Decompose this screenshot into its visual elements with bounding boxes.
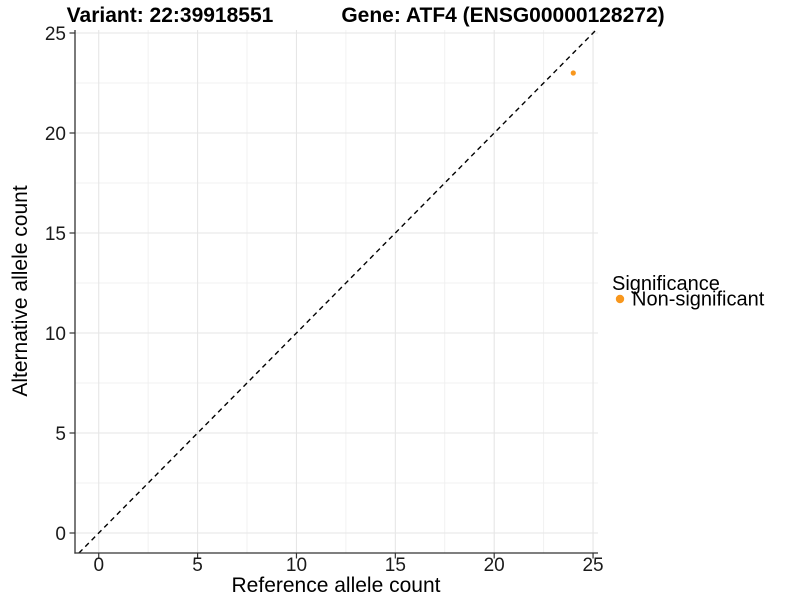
variant-title: Variant: 22:39918551 <box>67 4 274 27</box>
data-point <box>570 70 576 76</box>
x-axis-label: Reference allele count <box>232 574 441 597</box>
y-tick-label: 5 <box>55 424 66 445</box>
y-tick-label: 0 <box>55 524 66 545</box>
y-tick-label: 15 <box>45 224 66 245</box>
y-tick-label: 10 <box>45 324 66 345</box>
legend-items: Non-significant <box>615 289 765 311</box>
major-gridlines <box>75 30 598 553</box>
y-tick-label: 25 <box>45 24 66 45</box>
axis-ticks <box>69 32 594 559</box>
identity-dashed-line <box>78 29 597 554</box>
x-tick-label: 20 <box>484 555 505 576</box>
y-axis-label: Alternative allele count <box>9 185 32 396</box>
legend-item-marker <box>615 294 625 304</box>
legend-title: Significance <box>612 273 720 295</box>
legend-item-label: Non-significant <box>632 289 765 311</box>
axis-lines <box>74 30 598 554</box>
x-tick-label: 10 <box>286 555 307 576</box>
y-tick-label: 20 <box>45 124 66 145</box>
x-tick-label: 5 <box>192 555 203 576</box>
legend: Significance Non-significant <box>612 273 765 311</box>
x-tick-label: 25 <box>582 555 603 576</box>
x-tick-label: 15 <box>385 555 406 576</box>
data-points <box>570 70 576 76</box>
identity-line <box>78 29 597 554</box>
x-tick-labels: 0 5 10 15 20 25 <box>93 555 603 576</box>
gene-title: Gene: ATF4 (ENSG00000128272) <box>341 4 664 27</box>
x-tick-label: 0 <box>93 555 104 576</box>
y-tick-labels: 0 5 10 15 20 25 <box>45 24 66 545</box>
minor-gridlines <box>75 30 598 553</box>
